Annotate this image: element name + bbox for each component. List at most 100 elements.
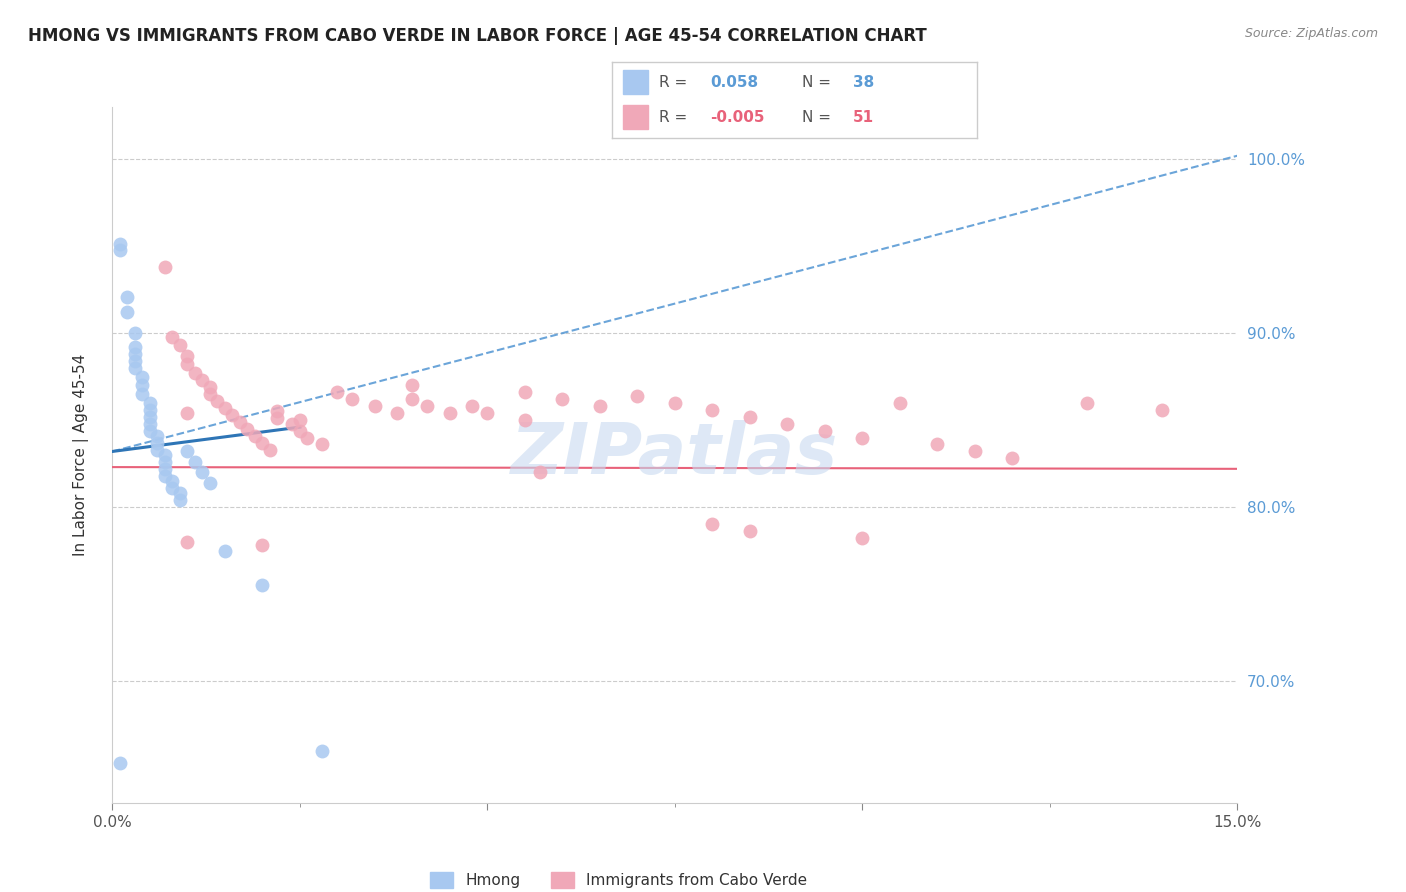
Point <box>387 406 409 420</box>
Point <box>1152 402 1174 417</box>
Point <box>416 399 439 413</box>
Text: -0.005: -0.005 <box>710 110 765 125</box>
Point <box>191 373 214 387</box>
Point <box>236 422 259 436</box>
Text: Source: ZipAtlas.com: Source: ZipAtlas.com <box>1244 27 1378 40</box>
Point <box>153 462 176 476</box>
Text: R =: R = <box>659 110 688 125</box>
Point <box>266 404 288 418</box>
Point <box>108 237 131 252</box>
Point <box>176 534 198 549</box>
Point <box>207 394 229 409</box>
Point <box>626 389 648 403</box>
Point <box>252 538 274 552</box>
Point <box>259 442 281 457</box>
Point <box>214 401 236 415</box>
Point <box>776 417 799 431</box>
Point <box>131 378 153 392</box>
Point <box>589 399 612 413</box>
Point <box>221 408 243 422</box>
Point <box>108 756 131 770</box>
Point <box>664 395 686 409</box>
Point <box>342 392 364 407</box>
Point <box>139 417 162 431</box>
Point <box>176 444 198 458</box>
Point <box>364 399 387 413</box>
Point <box>191 466 214 480</box>
Point <box>529 466 551 480</box>
Bar <box>623 70 648 95</box>
Point <box>124 360 146 375</box>
Point <box>401 378 423 392</box>
Point <box>401 392 423 407</box>
Point <box>169 486 191 500</box>
Point <box>131 369 153 384</box>
Text: N =: N = <box>801 75 831 90</box>
Point <box>169 338 191 352</box>
Point <box>252 435 274 450</box>
Point <box>702 517 724 532</box>
Point <box>252 578 274 592</box>
Point <box>288 424 311 438</box>
Point <box>184 366 207 380</box>
Point <box>131 387 153 401</box>
Point <box>153 455 176 469</box>
Point <box>461 399 484 413</box>
Point <box>153 468 176 483</box>
Point <box>117 290 139 304</box>
Text: R =: R = <box>659 75 688 90</box>
Point <box>214 543 236 558</box>
Point <box>281 417 304 431</box>
Point <box>117 305 139 319</box>
Point <box>297 430 319 444</box>
Point <box>139 424 162 438</box>
Point <box>184 455 207 469</box>
Point <box>139 402 162 417</box>
Point <box>198 475 221 490</box>
Point <box>1076 395 1098 409</box>
Bar <box>623 105 648 129</box>
Point <box>146 429 169 443</box>
Point <box>738 409 761 424</box>
Point <box>169 493 191 508</box>
Point <box>176 358 198 372</box>
Point <box>162 474 184 488</box>
Point <box>702 402 724 417</box>
Point <box>153 448 176 462</box>
Text: 51: 51 <box>853 110 875 125</box>
Point <box>124 340 146 354</box>
Point <box>146 435 169 450</box>
Point <box>139 395 162 409</box>
Point <box>814 424 837 438</box>
Legend: Hmong, Immigrants from Cabo Verde: Hmong, Immigrants from Cabo Verde <box>425 866 813 892</box>
Point <box>477 406 499 420</box>
Point <box>229 415 252 429</box>
Text: ZIPatlas: ZIPatlas <box>512 420 838 490</box>
Point <box>311 743 333 757</box>
Point <box>139 409 162 424</box>
Point <box>176 349 198 363</box>
Y-axis label: In Labor Force | Age 45-54: In Labor Force | Age 45-54 <box>73 354 89 556</box>
Text: N =: N = <box>801 110 831 125</box>
Point <box>513 385 536 400</box>
Point <box>146 442 169 457</box>
Point <box>851 532 873 546</box>
Point <box>1001 451 1024 466</box>
Point <box>851 430 873 444</box>
Point <box>162 481 184 495</box>
Point <box>162 329 184 343</box>
Point <box>927 437 949 451</box>
Point <box>108 243 131 257</box>
Point <box>124 354 146 368</box>
Point <box>439 406 461 420</box>
Point <box>198 387 221 401</box>
Text: 38: 38 <box>853 75 875 90</box>
Point <box>198 380 221 394</box>
Point <box>124 347 146 361</box>
Point <box>311 437 333 451</box>
Point <box>889 395 911 409</box>
Point <box>266 411 288 425</box>
Point <box>243 429 266 443</box>
Text: HMONG VS IMMIGRANTS FROM CABO VERDE IN LABOR FORCE | AGE 45-54 CORRELATION CHART: HMONG VS IMMIGRANTS FROM CABO VERDE IN L… <box>28 27 927 45</box>
Point <box>176 406 198 420</box>
